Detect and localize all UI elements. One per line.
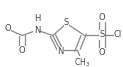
- Text: Cl: Cl: [114, 30, 122, 39]
- Text: O: O: [19, 46, 25, 55]
- Text: S: S: [64, 18, 69, 27]
- Text: O: O: [99, 48, 105, 57]
- Text: O: O: [99, 13, 105, 22]
- Text: O: O: [4, 24, 11, 33]
- Text: H: H: [34, 14, 40, 23]
- Text: S: S: [100, 30, 105, 39]
- Text: N: N: [34, 26, 40, 35]
- Text: N: N: [57, 47, 63, 56]
- Text: CH$_3$: CH$_3$: [74, 56, 91, 67]
